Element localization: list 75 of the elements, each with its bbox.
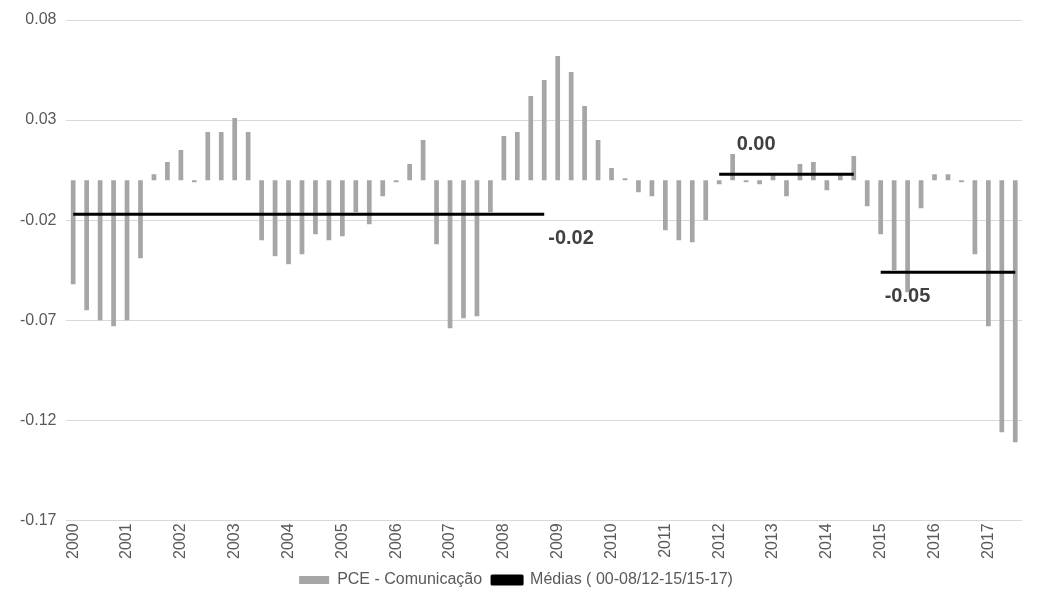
bar xyxy=(891,180,897,271)
y-tick-label: -0.12 xyxy=(20,410,57,428)
bar xyxy=(1012,180,1018,443)
bar xyxy=(191,180,197,183)
bar xyxy=(999,180,1005,433)
bar xyxy=(878,180,884,235)
bar xyxy=(461,180,466,319)
bar xyxy=(70,180,76,285)
bar xyxy=(555,56,561,181)
x-tick-label: 2012 xyxy=(709,523,727,559)
bar xyxy=(111,180,116,327)
data-label: -0.05 xyxy=(884,283,931,306)
bar xyxy=(259,180,264,241)
x-tick-label: 2007 xyxy=(440,523,458,559)
bar xyxy=(218,132,224,181)
x-tick-label: 2009 xyxy=(548,523,566,559)
bar xyxy=(851,156,857,181)
bar xyxy=(528,96,534,181)
bar xyxy=(784,180,789,197)
bar xyxy=(366,180,372,225)
bar xyxy=(541,80,547,181)
x-tick-label: 2014 xyxy=(817,523,835,559)
x-tick-label: 2011 xyxy=(655,523,673,558)
x-tick-label: 2017 xyxy=(978,523,996,559)
x-tick-label: 2000 xyxy=(63,523,81,559)
x-tick-label: 2015 xyxy=(871,523,889,559)
bar xyxy=(353,180,359,213)
bar xyxy=(407,164,413,181)
y-tick-label: 0.03 xyxy=(25,110,57,128)
bar xyxy=(393,180,399,183)
legend-label: PCE - Comunicação xyxy=(337,570,483,588)
x-tick-label: 2002 xyxy=(171,523,189,559)
x-tick-label: 2008 xyxy=(494,523,512,559)
y-tick-label: -0.07 xyxy=(20,310,57,328)
legend-label: Médias ( 00-08/12-15/15-17) xyxy=(530,570,733,588)
x-tick-label: 2004 xyxy=(278,523,296,559)
bar xyxy=(689,180,695,243)
x-tick-label: 2001 xyxy=(117,523,135,559)
x-tick-label: 2006 xyxy=(386,523,404,559)
bar xyxy=(716,180,722,185)
bar xyxy=(488,180,493,213)
bar xyxy=(986,180,991,327)
bar xyxy=(959,180,964,183)
bar xyxy=(84,180,90,311)
bar xyxy=(676,180,682,241)
bar xyxy=(703,180,709,221)
x-tick-label: 2003 xyxy=(225,523,243,559)
x-tick-label: 2013 xyxy=(763,523,781,559)
bar xyxy=(609,168,614,181)
bar xyxy=(232,118,238,181)
bar xyxy=(245,132,251,181)
bar xyxy=(514,132,520,181)
bar xyxy=(568,72,574,181)
bar xyxy=(663,180,668,231)
y-tick-label: -0.02 xyxy=(20,210,57,228)
bar xyxy=(636,180,641,193)
bar xyxy=(380,180,386,197)
x-tick-label: 2010 xyxy=(601,523,619,559)
x-tick-label: 2016 xyxy=(924,523,942,559)
bar xyxy=(205,132,211,181)
bar xyxy=(757,180,762,185)
bar xyxy=(313,180,318,235)
bar xyxy=(434,180,439,245)
bar xyxy=(286,180,291,265)
bar xyxy=(138,180,143,259)
bar xyxy=(932,174,937,181)
x-tick-label: 2005 xyxy=(332,523,350,559)
bar xyxy=(582,106,587,181)
bar xyxy=(165,162,170,181)
data-label: -0.02 xyxy=(548,225,594,248)
bar xyxy=(864,180,870,207)
y-tick-label: 0.08 xyxy=(25,10,57,28)
data-label: 0.00 xyxy=(736,131,776,154)
bar xyxy=(340,180,345,237)
y-tick-label: -0.17 xyxy=(20,510,57,528)
